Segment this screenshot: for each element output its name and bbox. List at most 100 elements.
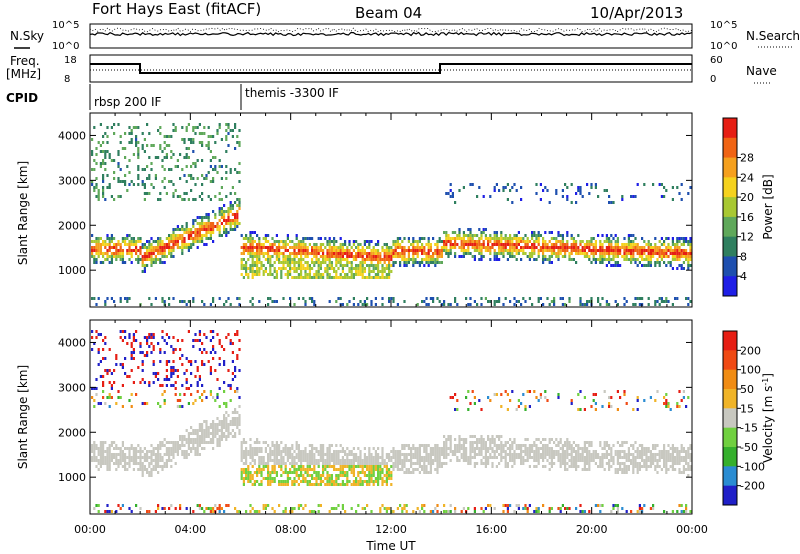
scatter-cell [262,270,265,273]
scatter-cell [368,240,371,243]
scatter-cell [311,483,314,486]
scatter-cell [533,450,536,453]
scatter-cell [95,303,98,306]
scatter-cell [555,237,558,240]
scatter-cell [251,249,254,252]
scatter-cell [311,447,314,450]
scatter-cell [341,507,344,510]
scatter-cell [311,459,314,462]
scatter-cell [379,468,382,471]
scatter-cell [258,252,261,255]
scatter-cell [333,468,336,471]
scatter-cell [311,456,314,459]
scatter-cell [537,237,540,240]
scatter-cell [559,510,562,513]
scatter-cell [308,459,311,462]
scatter-cell [374,276,377,279]
scatter-cell [124,243,127,246]
scatter-cell [361,273,364,276]
scatter-cell [410,459,413,462]
scatter-cell [317,504,320,507]
scatter-cell [520,444,523,447]
scatter-cell [159,348,162,351]
scatter-cell [341,243,344,246]
scatter-cell [352,480,355,483]
scatter-cell [300,273,303,276]
scatter-cell [319,273,322,276]
scatter-cell [148,345,151,348]
scatter-cell [223,363,226,366]
scatter-cell [412,237,415,240]
scatter-cell [297,477,300,480]
scatter-cell [394,249,397,252]
scatter-cell [469,183,472,186]
scatter-cell [504,186,507,189]
scatter-cell [102,192,105,195]
scatter-cell [689,255,692,258]
scatter-cell [157,342,160,345]
scatter-cell [286,273,289,276]
scatter-cell [240,441,243,444]
scatter-cell [137,261,140,264]
scatter-cell [249,477,252,480]
scatter-cell [533,459,536,462]
scatter-cell [330,246,333,249]
scatter-cell [553,441,556,444]
scatter-cell [289,270,292,273]
scatter-cell [511,240,514,243]
scatter-cell [115,456,118,459]
scatter-cell [357,471,360,474]
scatter-cell [524,459,527,462]
scatter-cell [251,264,254,267]
scatter-cell [218,441,221,444]
scatter-cell [231,135,234,138]
scatter-cell [361,303,364,306]
scatter-cell [95,249,98,252]
scatter-cell [493,438,496,441]
scatter-cell [207,426,210,429]
scatter-cell [495,183,498,186]
scatter-cell [117,153,120,156]
scatter-cell [632,303,635,306]
scatter-cell [225,129,228,132]
scatter-cell [412,261,415,264]
scatter-cell [150,237,153,240]
scatter-cell [113,132,116,135]
scatter-cell [416,255,419,258]
scatter-cell [223,219,226,222]
scatter-cell [176,450,179,453]
scatter-cell [317,510,320,513]
scatter-cell [678,264,681,267]
scatter-cell [454,510,457,513]
scatter-cell [498,435,501,438]
scatter-cell [128,141,131,144]
scatter-cell [231,207,234,210]
scatter-cell [473,453,476,456]
scatter-cell [196,453,199,456]
scatter-cell [608,201,611,204]
scatter-cell [282,462,285,465]
scatter-cell [372,447,375,450]
scatter-cell [216,222,219,225]
scatter-cell [194,438,197,441]
scatter-cell [440,462,443,465]
scatter-cell [238,417,241,420]
scatter-cell [91,387,94,390]
scatter-cell [231,435,234,438]
scatter-cell [438,252,441,255]
scatter-cell [363,447,366,450]
scatter-cell [341,468,344,471]
scatter-cell [594,183,597,186]
scatter-cell [328,483,331,486]
scatter-cell [229,204,232,207]
scatter-cell [341,255,344,258]
scatter-cell [148,246,151,249]
scatter-cell [612,258,615,261]
scatter-cell [161,330,164,333]
scatter-cell [176,444,179,447]
scatter-cell [264,507,267,510]
scatter-cell [172,450,175,453]
scatter-cell [227,213,230,216]
